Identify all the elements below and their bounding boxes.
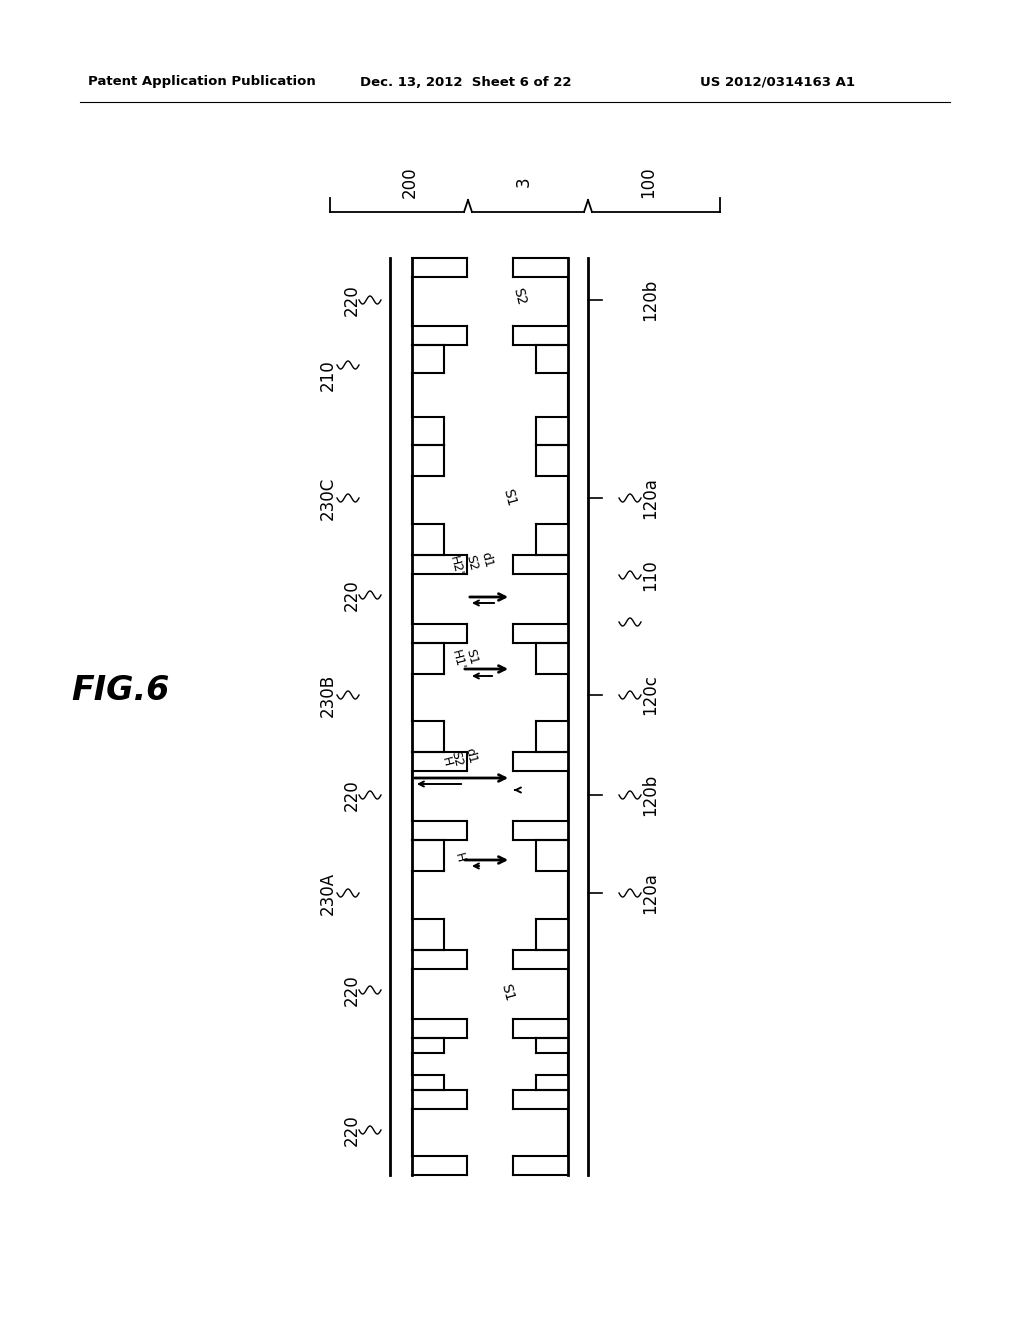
Text: 120a: 120a: [641, 477, 659, 519]
Text: 220: 220: [343, 974, 361, 1006]
Text: S1: S1: [500, 487, 518, 507]
Text: d1: d1: [463, 747, 479, 766]
Text: 230B: 230B: [319, 673, 337, 717]
Text: 210: 210: [319, 359, 337, 391]
Text: 220: 220: [343, 579, 361, 611]
Text: 200: 200: [401, 166, 419, 198]
Text: H: H: [438, 756, 454, 768]
Text: d1: d1: [478, 550, 496, 569]
Text: H: H: [452, 851, 467, 865]
Text: 120b: 120b: [641, 774, 659, 816]
Text: Patent Application Publication: Patent Application Publication: [88, 75, 315, 88]
Text: 120c: 120c: [641, 675, 659, 715]
Text: 220: 220: [343, 1114, 361, 1146]
Text: 220: 220: [343, 779, 361, 810]
Text: H2': H2': [447, 554, 465, 578]
Text: S2: S2: [449, 750, 465, 768]
Text: S2: S2: [510, 285, 528, 306]
Text: 3: 3: [515, 177, 534, 187]
Text: 100: 100: [639, 166, 657, 198]
Text: H1': H1': [450, 648, 467, 672]
Text: 220: 220: [343, 284, 361, 315]
Text: S2: S2: [464, 553, 480, 573]
Text: FIG.6: FIG.6: [71, 673, 169, 706]
Text: 230C: 230C: [319, 477, 337, 520]
Text: US 2012/0314163 A1: US 2012/0314163 A1: [700, 75, 855, 88]
Text: S1: S1: [464, 648, 480, 667]
Text: 120b: 120b: [641, 279, 659, 321]
Text: Dec. 13, 2012  Sheet 6 of 22: Dec. 13, 2012 Sheet 6 of 22: [360, 75, 571, 88]
Text: 230A: 230A: [319, 871, 337, 915]
Text: 120a: 120a: [641, 873, 659, 913]
Text: S1: S1: [498, 982, 516, 1002]
Text: 110: 110: [641, 560, 659, 591]
